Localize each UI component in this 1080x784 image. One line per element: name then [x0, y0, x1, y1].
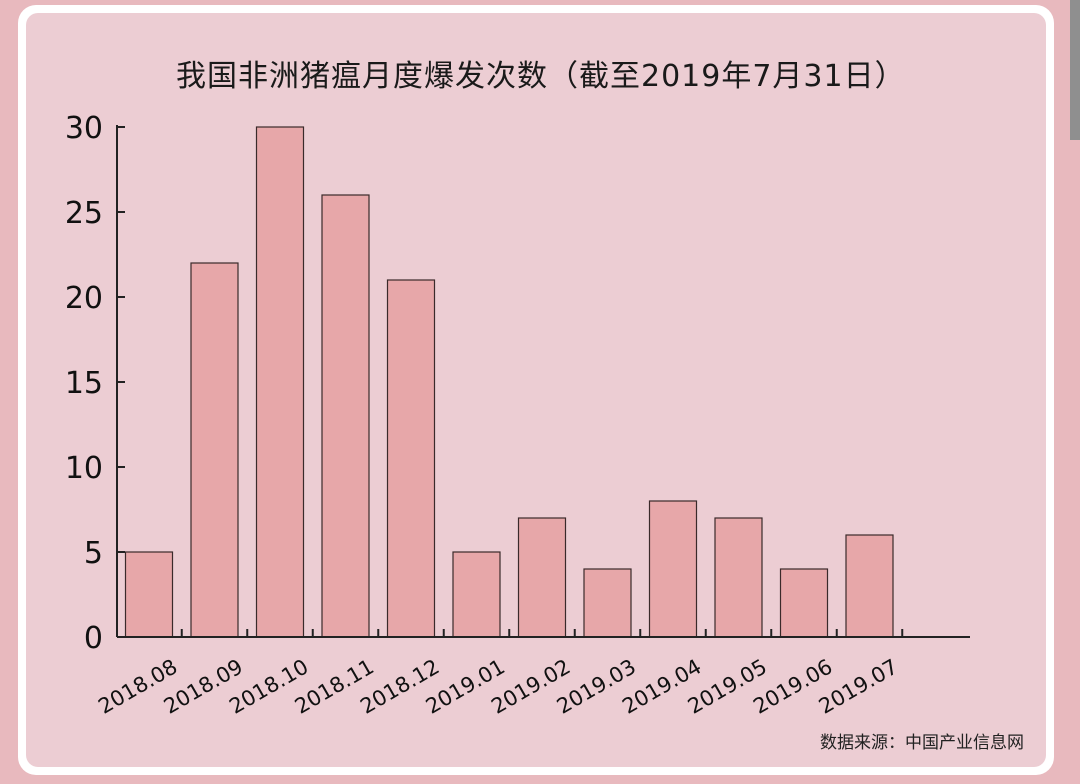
chart-title: 我国非洲猪瘟月度爆发次数（截至2019年7月31日）	[176, 59, 906, 94]
edge-shadow	[1070, 0, 1080, 140]
chart-frame: 我国非洲猪瘟月度爆发次数（截至2019年7月31日） 数据来源：中国产业信息网	[18, 5, 1054, 775]
chart-panel: 我国非洲猪瘟月度爆发次数（截至2019年7月31日） 数据来源：中国产业信息网	[26, 13, 1046, 767]
chart-source: 数据来源：中国产业信息网	[820, 733, 1024, 753]
